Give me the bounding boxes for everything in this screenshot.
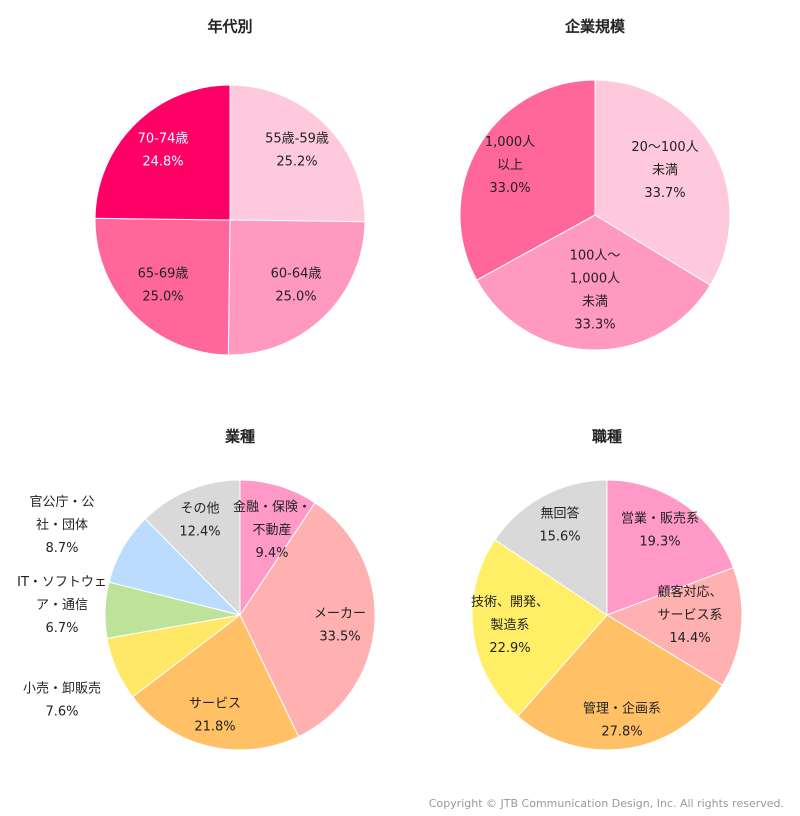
slice-label-line: ア・通信 [36, 598, 88, 613]
slice-label-line: 官公庁・公 [29, 494, 94, 510]
slice-label-line: 100人～ [570, 248, 621, 263]
value-label: 33.0% [489, 181, 530, 196]
slice-label-line: 小売・卸販売 [23, 680, 101, 696]
slice-label: 20～100人未満 33.7% [631, 140, 698, 201]
value-label: 7.6% [45, 704, 78, 719]
slice-label-line: 社・団体 [36, 517, 88, 533]
slice-label: 70-74歳 24.8% [138, 131, 189, 169]
slice-label: 官公庁・公社・団体 8.7% [29, 494, 94, 556]
value-label: 6.7% [45, 621, 78, 636]
value-label: 14.4% [669, 631, 710, 646]
slice-label-line: 65-69歳 [138, 266, 189, 281]
slice-label: 顧客対応、サービス系 14.4% [657, 584, 722, 646]
slice-label-line: 1,000人 [485, 135, 535, 150]
slice-label: 100人～ 1,000人未満 33.3% [570, 248, 621, 332]
slice-label-line: 製造系 [490, 618, 529, 633]
value-label: 25.2% [276, 154, 317, 169]
pie-slice [94, 217, 231, 356]
slice-label-line: 顧客対応、 [657, 584, 722, 600]
value-label: 24.8% [142, 154, 183, 169]
slice-label: 営業・販売系 19.3% [621, 510, 699, 549]
slice-label: 無回答 15.6% [539, 505, 580, 544]
slice-label-line: 無回答 [540, 505, 579, 521]
slice-label-line: 管理・企画系 [583, 700, 661, 716]
value-label: 25.0% [275, 289, 316, 304]
pie-slice [459, 79, 596, 281]
slice-label-line: メーカー [314, 606, 366, 621]
pie-slice [606, 479, 735, 616]
slice-label: その他 12.4% [179, 501, 220, 539]
pie-slice [471, 539, 608, 717]
value-label: 22.9% [489, 641, 530, 656]
slice-label-line: 55歳-59歳 [265, 131, 329, 146]
pie-slice [229, 84, 366, 223]
pie-slice [605, 567, 743, 686]
slice-label: 65-69歳 25.0% [138, 266, 189, 304]
chart-title: 企業規模 [564, 18, 626, 36]
slice-label-line: 以上 [497, 158, 523, 173]
value-label: 25.0% [142, 289, 183, 304]
pie-slice [239, 479, 316, 617]
slice-label-line: サービス系 [657, 608, 722, 623]
slice-label-line: 20～100人 [631, 140, 698, 155]
footer: Copyright © JTB Communication Design, In… [429, 797, 784, 810]
slice-label: 1,000人以上 33.0% [485, 135, 535, 196]
chart-title: 職種 [592, 428, 622, 446]
slice-label-line: サービス [189, 696, 241, 711]
pie-slice [239, 502, 376, 738]
slice-label: 60-64歳 25.0% [271, 266, 322, 304]
slice-label-line: 未満 [582, 294, 608, 309]
value-label: 12.4% [179, 524, 220, 539]
slice-label-line: IT・ソフトウェ [17, 575, 107, 590]
value-label: 21.8% [194, 719, 235, 734]
value-label: 19.3% [639, 534, 680, 549]
slice-label: メーカー 33.5% [314, 606, 366, 644]
slice-label: 小売・卸販売 7.6% [23, 680, 101, 719]
value-label: 15.6% [539, 529, 580, 544]
pie-slice [594, 79, 731, 286]
pie-slice [144, 479, 241, 617]
slice-label: 55歳-59歳 25.2% [265, 131, 329, 169]
slice-label-line: 技術、開発、 [471, 595, 549, 610]
slice-label-line: 60-64歳 [271, 266, 322, 281]
pie-slice [494, 479, 608, 616]
slice-label: 管理・企画系 27.8% [583, 700, 661, 739]
slice-label-line: 70-74歳 [138, 131, 189, 146]
chart-title: 年代別 [207, 18, 252, 36]
chart-title: 業種 [224, 428, 255, 446]
slice-label: サービス 21.8% [189, 696, 241, 734]
slice-label-line: その他 [180, 501, 219, 516]
value-label: 27.8% [601, 724, 642, 739]
slice-label-line: 1,000人 [570, 271, 620, 286]
value-label: 33.5% [319, 629, 360, 644]
pie-slice [131, 614, 300, 751]
pie-slice [517, 614, 724, 751]
slice-label-line: 未満 [652, 163, 678, 178]
slice-label: 技術、開発、製造系 22.9% [471, 595, 549, 656]
slice-label-line: 不動産 [252, 522, 291, 538]
value-label: 9.4% [255, 546, 288, 561]
slice-label: 金融・保険・不動産 9.4% [233, 499, 311, 561]
pie-slice [476, 214, 712, 351]
slice-label-line: 営業・販売系 [621, 510, 699, 526]
pie-slice [94, 84, 231, 221]
pie-slice [227, 219, 366, 356]
value-label: 33.3% [574, 317, 615, 332]
value-label: 8.7% [45, 541, 78, 556]
slice-label: IT・ソフトウェア・通信 6.7% [17, 575, 107, 636]
value-label: 33.7% [644, 186, 685, 201]
slice-label-line: 金融・保険・ [233, 499, 311, 515]
